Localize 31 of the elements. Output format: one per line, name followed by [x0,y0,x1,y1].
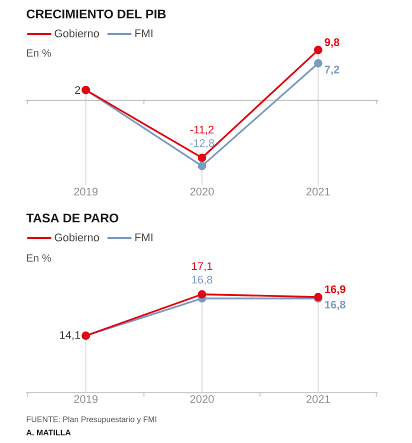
data-label: -11,2 [190,126,214,135]
point [198,154,206,162]
data-label: 16,8 [325,300,346,310]
x-tick-label: 2021 [306,395,330,404]
x-tick-label: 2019 [74,395,98,404]
data-label: 16,9 [325,285,346,295]
data-label: 14,1 [60,331,80,340]
point [314,46,322,54]
x-tick-label: 2020 [190,188,214,196]
legend-label: FMI [135,29,152,38]
legend-label: Gobierno [54,29,99,38]
legend-label: FMI [135,233,152,242]
data-label: 9,8 [324,38,340,48]
data-label: -12,8 [190,139,214,148]
point [314,59,322,68]
chart-title: CRECIMIENTO DEL PIB [26,10,166,18]
data-label: 2 [75,86,80,94]
x-tick-label: 2019 [74,188,98,196]
y-axis-title: En % [27,254,51,262]
legend-label: Gobierno [54,233,99,242]
text: A. MATILLA [26,430,71,436]
x-tick-label: 2021 [306,188,330,196]
data-label: 17,1 [192,262,212,272]
chart-title: TASA DE PARO [26,214,118,222]
data-label: 7,2 [324,66,340,76]
source-note: FUENTE: Plan Presupuestario y FMI [26,416,156,424]
point [198,290,206,298]
point [198,162,206,170]
y-axis-title: En % [27,49,51,57]
data-label: 16,8 [192,276,212,285]
x-tick-label: 2020 [190,395,214,404]
